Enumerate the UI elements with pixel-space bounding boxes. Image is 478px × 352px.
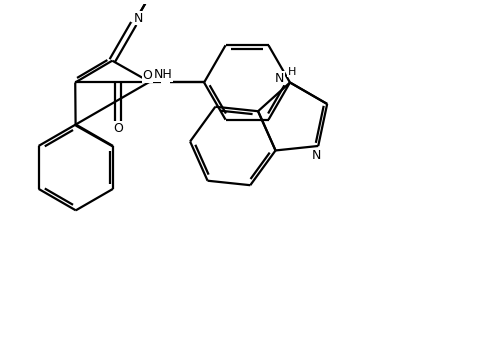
Text: N: N [311, 149, 321, 162]
Text: N: N [133, 12, 143, 25]
Text: NH: NH [154, 68, 173, 81]
Text: H: H [288, 67, 296, 77]
Text: O: O [113, 122, 123, 136]
Text: O: O [142, 69, 152, 82]
Text: N: N [274, 72, 284, 85]
